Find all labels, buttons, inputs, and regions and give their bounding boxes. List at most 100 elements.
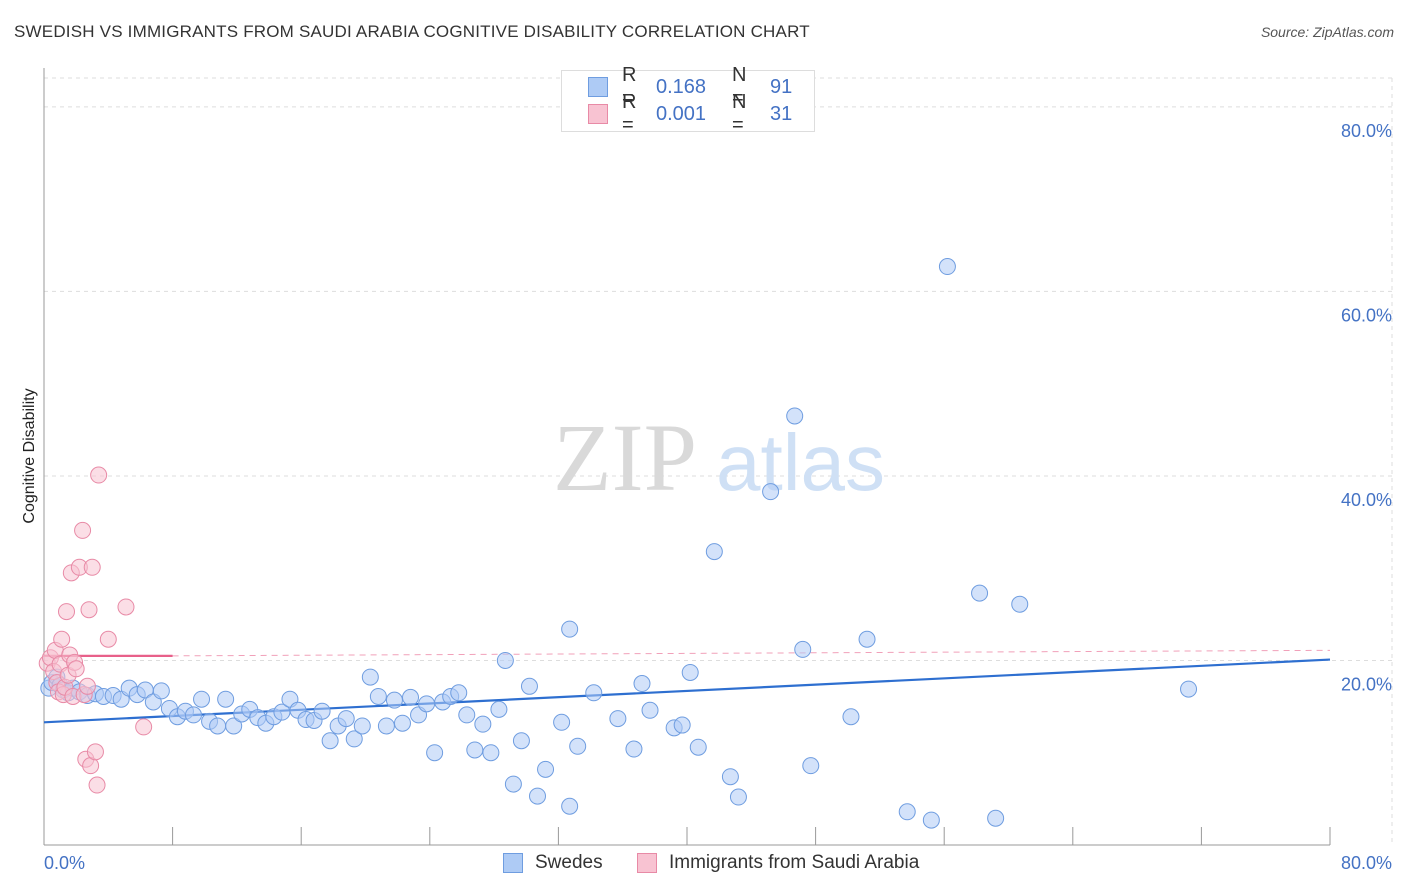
legend-swatch-saudi xyxy=(588,104,608,124)
point-swedes xyxy=(569,737,587,755)
point-swedes xyxy=(337,710,355,728)
point-swedes xyxy=(385,691,403,709)
watermark-zip: ZIP xyxy=(553,404,697,511)
point-saudi xyxy=(83,558,101,576)
legend-n-label: N = xyxy=(732,64,747,109)
point-swedes xyxy=(786,407,804,425)
x-tick-label: 80.0% xyxy=(1341,853,1392,873)
point-swedes xyxy=(553,713,571,731)
point-swedes xyxy=(987,809,1005,827)
point-swedes xyxy=(152,682,170,700)
legend-n-label: N = xyxy=(732,91,747,136)
point-swedes xyxy=(721,768,739,786)
point-swedes xyxy=(641,701,659,719)
chart-title: SWEDISH VS IMMIGRANTS FROM SAUDI ARABIA … xyxy=(14,22,810,41)
point-swedes xyxy=(898,803,916,821)
point-swedes xyxy=(681,663,699,681)
point-swedes xyxy=(633,675,651,693)
point-swedes xyxy=(971,584,989,602)
point-swedes xyxy=(938,258,956,276)
point-swedes xyxy=(193,690,211,708)
legend-n-value: 91 xyxy=(770,75,793,98)
point-saudi xyxy=(58,603,76,621)
x-tick-label: 0.0% xyxy=(44,853,85,873)
source-label: Source: ZipAtlas.com xyxy=(1260,24,1394,40)
point-swedes xyxy=(512,732,530,750)
point-saudi xyxy=(88,776,106,794)
y-tick-label: 20.0% xyxy=(1341,674,1392,694)
point-swedes xyxy=(418,695,436,713)
point-swedes xyxy=(377,717,395,735)
point-swedes xyxy=(673,716,691,734)
data-points xyxy=(38,258,1198,829)
point-swedes xyxy=(529,787,547,805)
point-swedes xyxy=(426,744,444,762)
point-swedes xyxy=(625,740,643,758)
point-swedes xyxy=(561,797,579,815)
legend-swatch-swedes xyxy=(503,853,523,873)
point-swedes xyxy=(450,684,468,702)
point-saudi xyxy=(53,630,71,648)
point-swedes xyxy=(922,811,940,829)
point-swedes xyxy=(345,730,363,748)
point-swedes xyxy=(353,717,371,735)
point-swedes xyxy=(458,706,476,724)
y-axis-title: Cognitive Disability xyxy=(21,388,38,523)
point-swedes xyxy=(321,732,339,750)
legend-r-value: 0.001 xyxy=(656,102,707,125)
point-swedes xyxy=(729,788,747,806)
point-saudi xyxy=(67,660,85,678)
point-swedes xyxy=(209,717,227,735)
y-tick-label: 80.0% xyxy=(1341,121,1392,141)
y-tick-label: 40.0% xyxy=(1341,490,1392,510)
point-swedes xyxy=(520,677,538,695)
watermark-atlas: atlas xyxy=(716,418,885,507)
point-swedes xyxy=(705,543,723,561)
point-swedes xyxy=(842,708,860,726)
tick-labels: 20.0% 40.0% 60.0% 80.0% 0.0% 80.0% xyxy=(44,121,1392,873)
point-swedes xyxy=(762,483,780,501)
legend-r-label: R = xyxy=(622,64,637,109)
point-saudi xyxy=(78,677,96,695)
point-swedes xyxy=(217,690,235,708)
point-swedes xyxy=(689,738,707,756)
point-swedes xyxy=(802,757,820,775)
point-saudi xyxy=(90,466,108,484)
legend-swatch-saudi xyxy=(637,853,657,873)
point-saudi xyxy=(80,601,98,619)
watermark: ZIP atlas xyxy=(553,404,885,511)
point-swedes xyxy=(474,715,492,733)
point-swedes xyxy=(561,620,579,638)
point-swedes xyxy=(402,688,420,706)
point-saudi xyxy=(99,630,117,648)
point-swedes xyxy=(496,651,514,669)
point-swedes xyxy=(225,717,243,735)
point-saudi xyxy=(117,598,135,616)
point-swedes xyxy=(393,714,411,732)
point-swedes xyxy=(504,775,522,793)
point-swedes xyxy=(369,687,387,705)
point-swedes xyxy=(794,640,812,658)
legend-label-swedes: Swedes xyxy=(535,852,603,873)
point-swedes xyxy=(609,710,627,728)
point-swedes xyxy=(585,684,603,702)
legend-r-label: R = xyxy=(622,91,637,136)
trend-line-saudi-extension xyxy=(172,649,1331,657)
stats-legend: R = 0.168 N = 91 R = 0.001 N = 31 xyxy=(561,64,815,136)
legend-r-value: 0.168 xyxy=(656,75,707,98)
point-saudi xyxy=(74,521,92,539)
point-swedes xyxy=(858,630,876,648)
legend-label-saudi: Immigrants from Saudi Arabia xyxy=(669,852,920,873)
point-swedes xyxy=(490,700,508,718)
point-saudi xyxy=(86,743,104,761)
y-tick-label: 60.0% xyxy=(1341,305,1392,325)
axes xyxy=(43,68,1331,846)
point-swedes xyxy=(1011,595,1029,613)
legend-n-value: 31 xyxy=(770,102,793,125)
point-swedes xyxy=(361,668,379,686)
point-saudi xyxy=(135,718,153,736)
legend-swatch-swedes xyxy=(588,77,608,97)
point-swedes xyxy=(537,760,555,778)
point-swedes xyxy=(482,744,500,762)
